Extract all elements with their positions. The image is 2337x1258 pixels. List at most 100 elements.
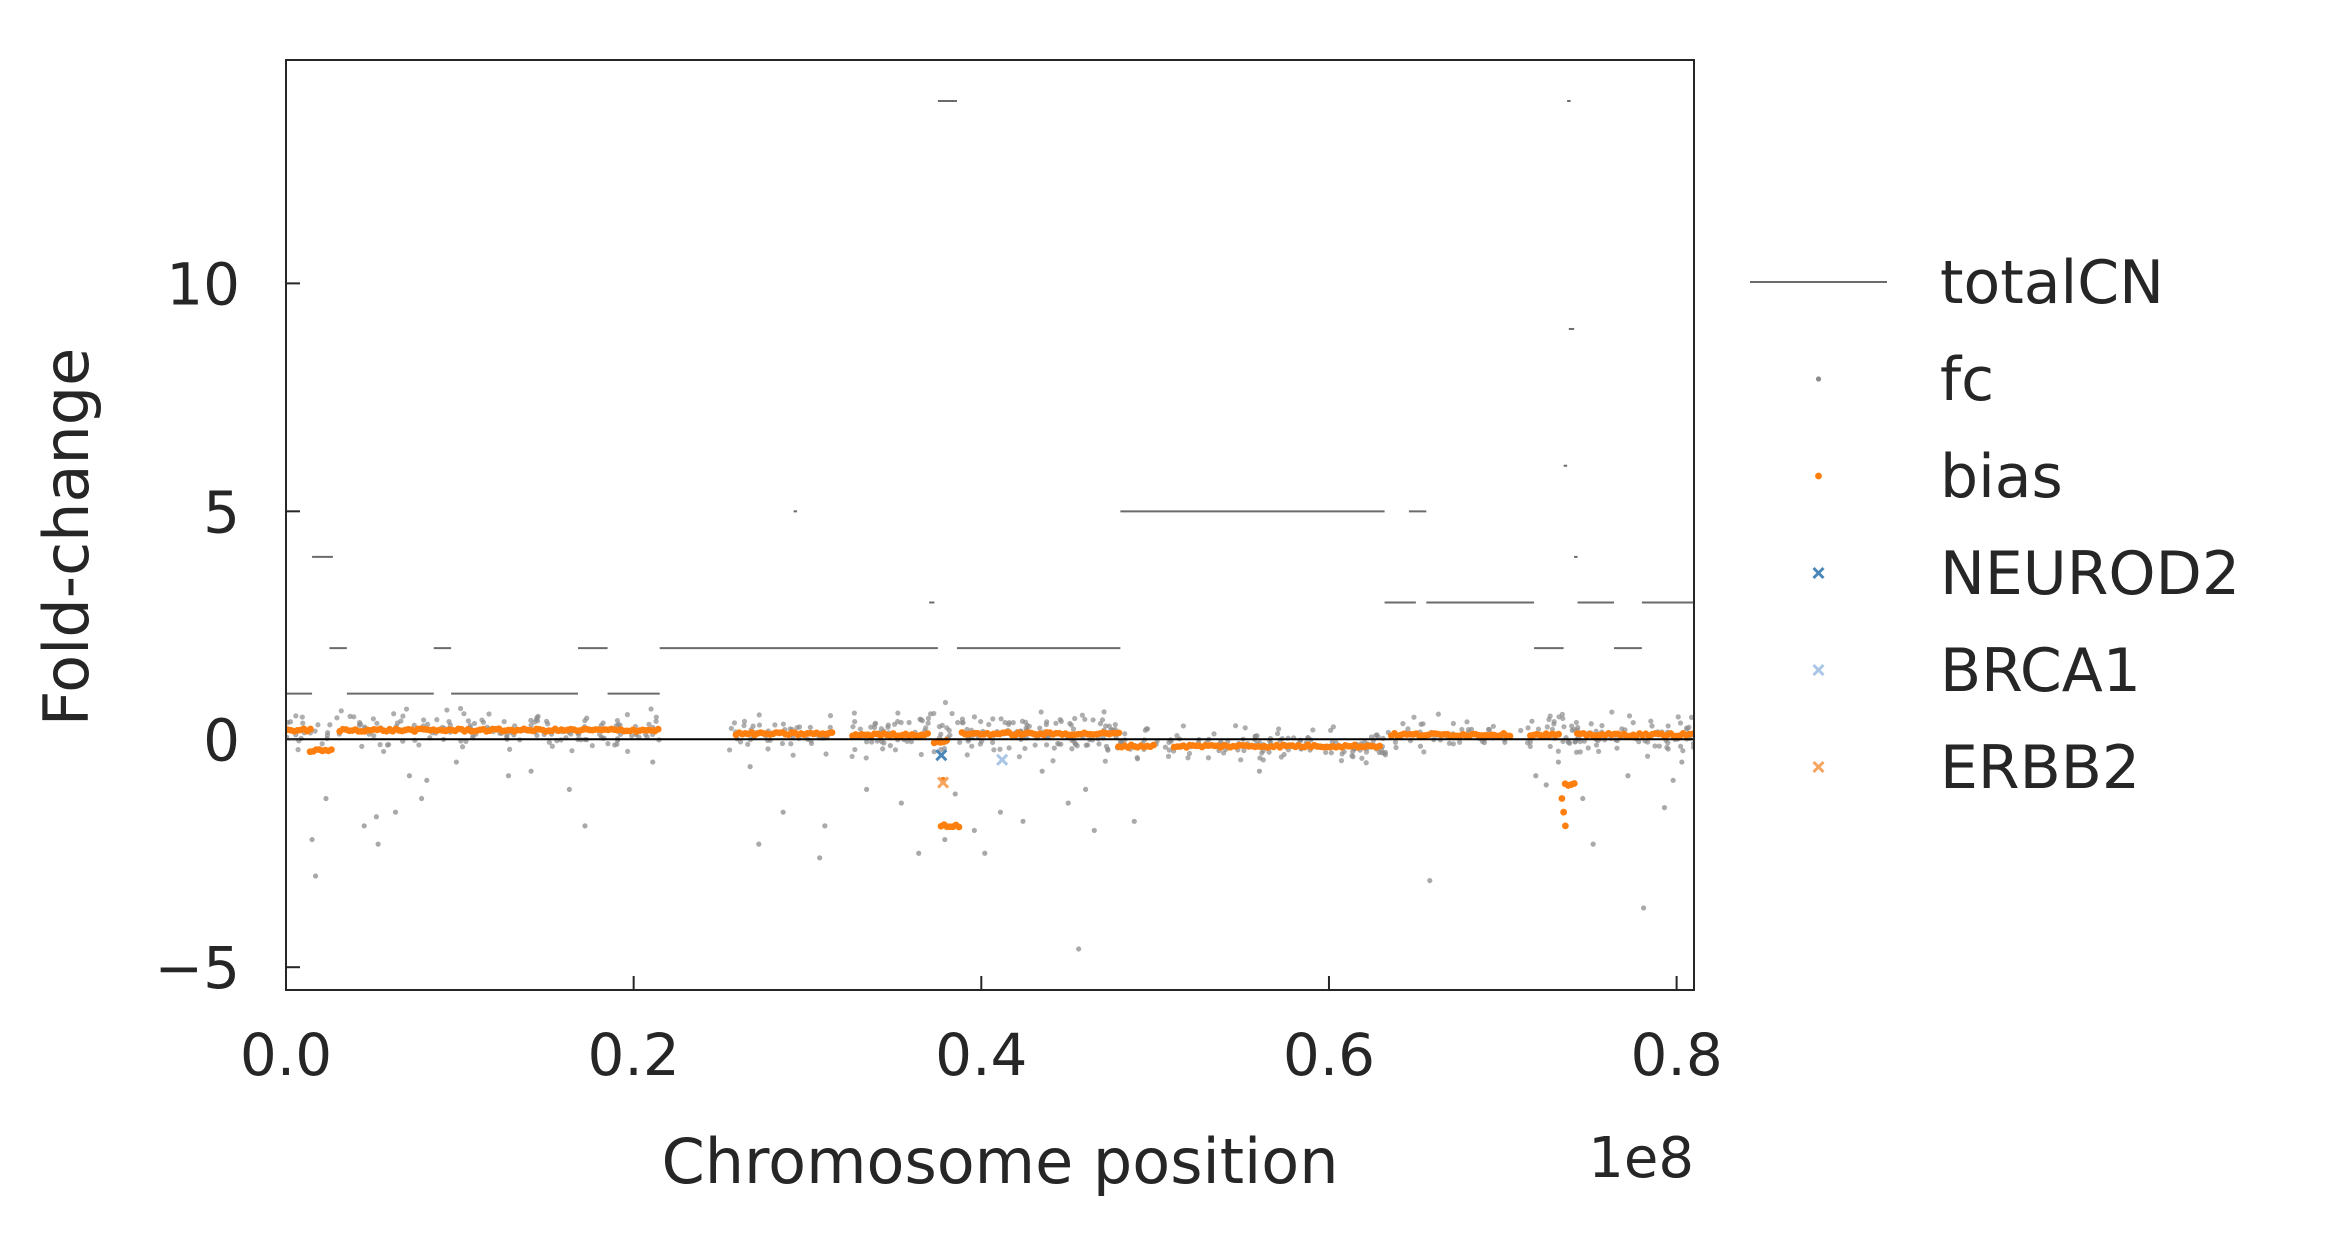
fc-point	[986, 721, 992, 728]
legend-item-brca1: BRCA1	[1812, 636, 2141, 706]
fc-point	[1555, 748, 1561, 754]
y-tick-label: 5	[203, 478, 240, 546]
fc-point	[1338, 758, 1345, 764]
fc-point	[756, 712, 762, 718]
fc-point	[822, 823, 828, 829]
fc-point	[1625, 773, 1631, 779]
fc-point	[807, 724, 813, 730]
fc-point	[1577, 749, 1583, 755]
fc-point	[1561, 724, 1567, 730]
fc-point	[1252, 733, 1258, 739]
fc-point	[850, 724, 856, 730]
fc-point	[827, 713, 834, 719]
fc-point	[1375, 734, 1381, 740]
fc-point	[615, 722, 621, 728]
fc-point	[936, 724, 943, 730]
x-tick-label: 0.4	[935, 1021, 1027, 1089]
fc-point	[1535, 726, 1542, 732]
bias-point	[328, 746, 335, 754]
fc-point	[1096, 741, 1102, 747]
fc-point	[377, 742, 383, 748]
fc-point	[872, 720, 879, 726]
fc-point	[1411, 714, 1417, 720]
fc-point	[1016, 754, 1023, 760]
fc-point	[1457, 739, 1463, 745]
fc-point	[1238, 757, 1244, 763]
fc-point	[1339, 751, 1345, 757]
fc-point	[533, 716, 540, 722]
fc-point	[546, 739, 552, 745]
fc-point	[1022, 745, 1028, 752]
fc-point	[1310, 727, 1316, 733]
fc-point	[1050, 758, 1056, 764]
fc-point	[1393, 744, 1399, 751]
fc-point	[1486, 727, 1493, 733]
fc-point	[507, 746, 513, 752]
fc-point	[471, 720, 478, 727]
fc-point	[916, 850, 922, 856]
fc-point	[612, 742, 618, 748]
fc-point	[1609, 709, 1615, 715]
fc-point	[403, 706, 410, 712]
fc-point	[1450, 720, 1456, 727]
fc-point	[885, 722, 891, 728]
fc-point	[1079, 712, 1085, 718]
fc-point	[1533, 773, 1539, 779]
fc-point	[453, 759, 459, 765]
gene-point-neurod2	[935, 749, 948, 762]
fc-point	[1555, 759, 1562, 765]
fc-point	[990, 716, 996, 722]
fc-point	[361, 823, 367, 829]
bias-point	[1506, 732, 1514, 740]
bias-point	[1115, 729, 1123, 737]
fc-point	[1103, 723, 1109, 729]
data-layer	[286, 100, 1694, 952]
fc-point	[1083, 786, 1089, 793]
fc-point	[998, 716, 1004, 722]
fc-point	[1363, 760, 1369, 766]
fc-point	[648, 706, 654, 712]
fc-point	[1134, 755, 1140, 761]
fc-point	[300, 720, 306, 726]
fc-point	[1281, 751, 1287, 758]
fc-point	[569, 748, 575, 754]
fc-point	[381, 748, 387, 755]
fc-point	[949, 710, 955, 717]
fc-point	[960, 720, 966, 726]
fc-point	[1090, 717, 1096, 723]
y-tick-label: 10	[166, 250, 240, 318]
fc-point	[287, 719, 294, 725]
fc-point	[338, 708, 344, 714]
fc-point	[1006, 720, 1012, 726]
fc-point	[1544, 724, 1550, 730]
fc-point	[1053, 720, 1059, 726]
fc-point	[1242, 725, 1248, 731]
fc-point	[871, 724, 878, 731]
fc-point	[1490, 723, 1496, 729]
fc-point	[351, 714, 357, 720]
fc-point	[1593, 742, 1600, 748]
fc-point	[1165, 753, 1172, 759]
fc-point	[1549, 726, 1555, 732]
fc-point	[457, 705, 464, 712]
fc-point	[1038, 709, 1044, 715]
fc-point	[1006, 745, 1012, 751]
fc-point	[1065, 800, 1071, 806]
fc-point	[1566, 739, 1572, 745]
bias-point	[955, 823, 963, 831]
fc-point	[359, 743, 365, 749]
fc-point	[1241, 747, 1247, 754]
fc-point	[1652, 743, 1658, 749]
fc-point	[1067, 720, 1073, 727]
fc-point	[356, 722, 362, 728]
fc-point	[1205, 755, 1212, 761]
fc-point	[589, 743, 595, 749]
fc-point	[1588, 721, 1594, 727]
legend-marker-brca1	[1812, 663, 1825, 677]
fc-point	[605, 741, 611, 747]
fc-point	[1573, 719, 1579, 726]
fc-point	[424, 777, 430, 783]
fc-point	[1614, 745, 1620, 751]
fc-point	[1640, 905, 1647, 911]
